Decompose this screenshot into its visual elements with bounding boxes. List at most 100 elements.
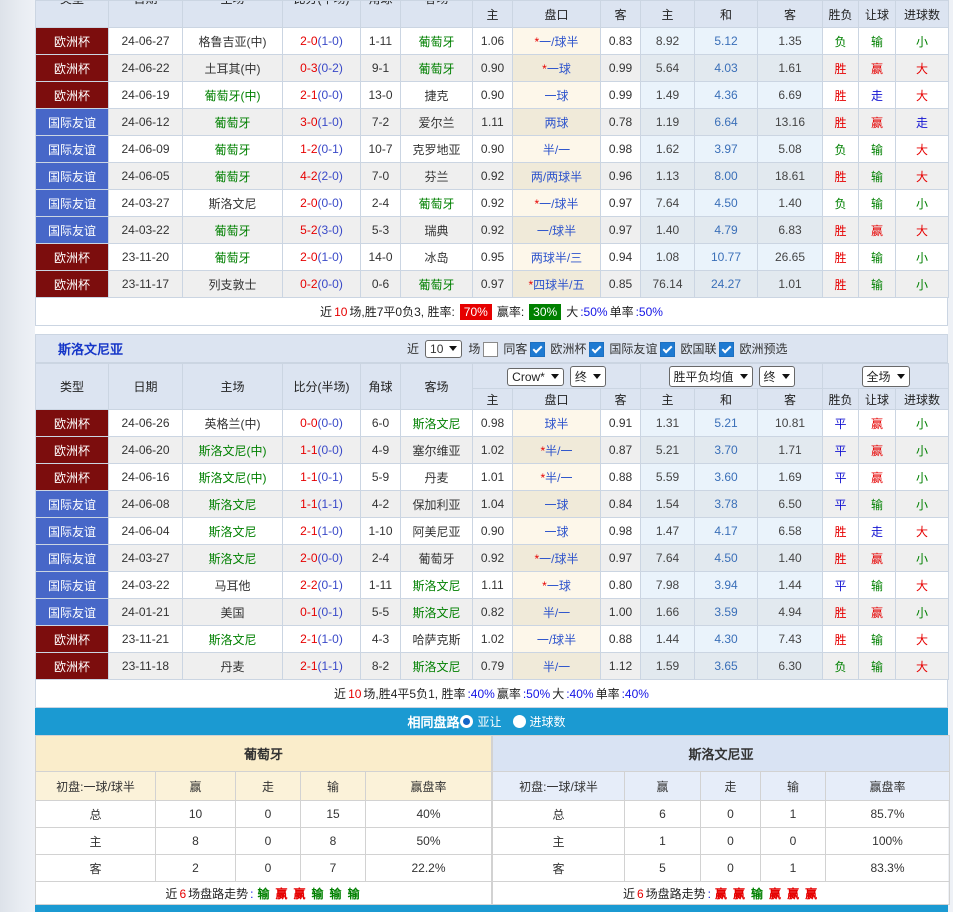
home-team-cell: 斯洛文尼 xyxy=(182,517,283,545)
handicap-home-odds-cell: 0.95 xyxy=(472,243,513,271)
same-path-bar: 相同盘路 亚让 进球数 xyxy=(35,708,948,735)
handicap-home-odds-cell: 0.98 xyxy=(472,409,513,437)
compare-cell: 0 xyxy=(235,854,301,882)
result-cell: 平 xyxy=(822,571,860,599)
corners-cell: 5-9 xyxy=(360,463,401,491)
text-segment: 大 xyxy=(552,687,565,701)
europe-home-odds-cell: 8.92 xyxy=(640,27,695,55)
handicap-away-odds-cell: 0.87 xyxy=(599,436,642,464)
europe-draw-odds-cell: 4.30 xyxy=(694,625,759,653)
europe-away-odds-cell: 1.35 xyxy=(757,27,823,55)
slovenia-compare-title: 斯洛文尼亚 xyxy=(492,735,951,772)
text-segment: 赢 xyxy=(805,886,818,901)
text-segment: 赢率 xyxy=(496,687,521,701)
near-count-select[interactable]: 10 xyxy=(425,339,463,358)
corners-cell: 7-0 xyxy=(360,162,401,190)
handicap-home-odds-cell: 0.82 xyxy=(472,598,513,626)
bookmaker-select-cell: Crow* 终 xyxy=(471,363,642,389)
chevron-down-icon xyxy=(739,373,748,379)
win-rate-header: 赢盘率 xyxy=(825,771,951,801)
bookmaker-state-select[interactable]: 终 xyxy=(569,365,606,387)
chevron-down-icon xyxy=(592,373,601,379)
text-segment: 10 xyxy=(334,304,348,319)
date-cell: 24-03-22 xyxy=(108,216,183,244)
home-team-cell: 斯洛文尼(中) xyxy=(182,436,283,464)
europe-home-odds-cell: 7.64 xyxy=(640,544,696,572)
goals-cell: 小 xyxy=(895,436,950,464)
filter-checkbox-欧国联[interactable] xyxy=(660,342,676,358)
filter-checkbox-同客[interactable] xyxy=(483,342,499,358)
europe-away-odds-cell: 1.44 xyxy=(757,571,824,599)
europe-draw-odds-cell: 24.27 xyxy=(694,270,758,298)
handicap-away-odds-cell: 0.97 xyxy=(600,189,641,217)
filter-checkbox-欧洲杯[interactable] xyxy=(530,342,546,358)
europe-home-odds-cell: 1.13 xyxy=(640,162,695,190)
europe-state-select[interactable]: 终 xyxy=(758,365,795,387)
europe-home-odds-cell: 5.21 xyxy=(640,436,696,464)
away-team-cell: 塞尔维亚 xyxy=(400,436,473,464)
text-segment: :40% xyxy=(621,686,649,701)
handicap-home-odds-cell: 1.11 xyxy=(472,108,513,136)
col-header-type: 类型 xyxy=(35,0,109,28)
bookmaker-select[interactable]: Crow* xyxy=(507,367,564,386)
date-cell: 24-06-27 xyxy=(108,27,183,55)
home-team-cell: 葡萄牙 xyxy=(182,162,283,190)
handicap-result-cell: 输 xyxy=(858,625,897,653)
europe-home-odds-cell: 1.66 xyxy=(640,598,696,626)
initial-handicap-header: 初盘:一球/球半 xyxy=(492,771,626,801)
league-cell: 国际友谊 xyxy=(35,135,109,163)
europe-draw-odds-cell: 6.64 xyxy=(694,108,758,136)
handicap-result-cell: 赢 xyxy=(858,409,897,437)
score-cell: 1-2(0-1) xyxy=(282,135,361,163)
filter-checkbox-欧洲预选[interactable] xyxy=(719,342,735,358)
handicap-cell: *一球 xyxy=(512,571,601,599)
europe-away-odds-cell: 1.71 xyxy=(757,436,824,464)
europe-avg-select[interactable]: 胜平负均值 xyxy=(668,365,753,387)
handicap-away-odds-cell: 1.00 xyxy=(599,598,642,626)
corners-cell: 14-0 xyxy=(360,243,401,271)
handicap-result-cell: 赢 xyxy=(858,544,897,572)
lose-header: 输 xyxy=(760,771,827,801)
score-cell: 2-1(1-1) xyxy=(282,652,361,680)
text-segment: 场,胜4平5负1, 胜率 xyxy=(363,687,466,701)
league-cell: 国际友谊 xyxy=(35,598,109,626)
goals-radio[interactable] xyxy=(512,715,526,728)
col-header-ah-home: 主 xyxy=(472,388,513,410)
section-gap xyxy=(35,326,948,334)
compare-cell: 客 xyxy=(492,854,626,882)
col-header-eu-home: 主 xyxy=(640,0,695,28)
away-team-cell: 哈萨克斯 xyxy=(400,625,473,653)
europe-draw-odds-cell: 4.50 xyxy=(694,189,758,217)
handicap-result-cell: 输 xyxy=(858,27,896,55)
corners-cell: 2-4 xyxy=(360,544,401,572)
europe-draw-odds-cell: 4.50 xyxy=(694,544,759,572)
result-cell: 平 xyxy=(822,409,860,437)
slovenia-summary-line: 近 10 场,胜4平5负1, 胜率:40% 赢率:50% 大:40% 单率:40% xyxy=(35,680,948,708)
league-cell: 欧洲杯 xyxy=(35,436,109,464)
handicap-home-odds-cell: 0.79 xyxy=(472,652,513,680)
filter-checkbox-国际友谊[interactable] xyxy=(589,342,605,358)
asian-handicap-radio[interactable] xyxy=(460,715,474,728)
home-team-cell: 葡萄牙 xyxy=(182,216,283,244)
corners-cell: 4-2 xyxy=(360,490,401,518)
league-cell: 国际友谊 xyxy=(35,216,109,244)
match-row: 欧洲杯 23-11-20 葡萄牙 2-0(1-0) 14-0 冰岛 0.95 两球半/三 0.9… xyxy=(35,243,949,271)
date-cell: 24-03-27 xyxy=(108,189,183,217)
col-header-result: 胜负 xyxy=(822,0,859,28)
handicap-home-odds-cell: 1.04 xyxy=(472,490,513,518)
portugal-trend-row: 近 6 场盘路走势: 输赢赢输输输 xyxy=(34,881,493,905)
handicap-home-odds-cell: 1.01 xyxy=(472,463,513,491)
league-cell: 国际友谊 xyxy=(35,189,109,217)
league-cell: 欧洲杯 xyxy=(35,270,109,298)
text-segment: 单率 xyxy=(609,305,634,319)
handicap-result-cell: 走 xyxy=(858,517,897,545)
league-cell: 欧洲杯 xyxy=(35,81,109,109)
col-header-ah-home: 主 xyxy=(472,0,513,28)
result-cell: 负 xyxy=(822,652,860,680)
text-segment: : xyxy=(250,886,254,901)
scope-select[interactable]: 全场 xyxy=(861,365,910,387)
date-cell: 24-06-05 xyxy=(108,162,183,190)
handicap-cell: *一/球半 xyxy=(512,189,601,217)
col-header-eu-away: 客 xyxy=(757,0,823,28)
europe-draw-odds-cell: 5.12 xyxy=(694,27,758,55)
